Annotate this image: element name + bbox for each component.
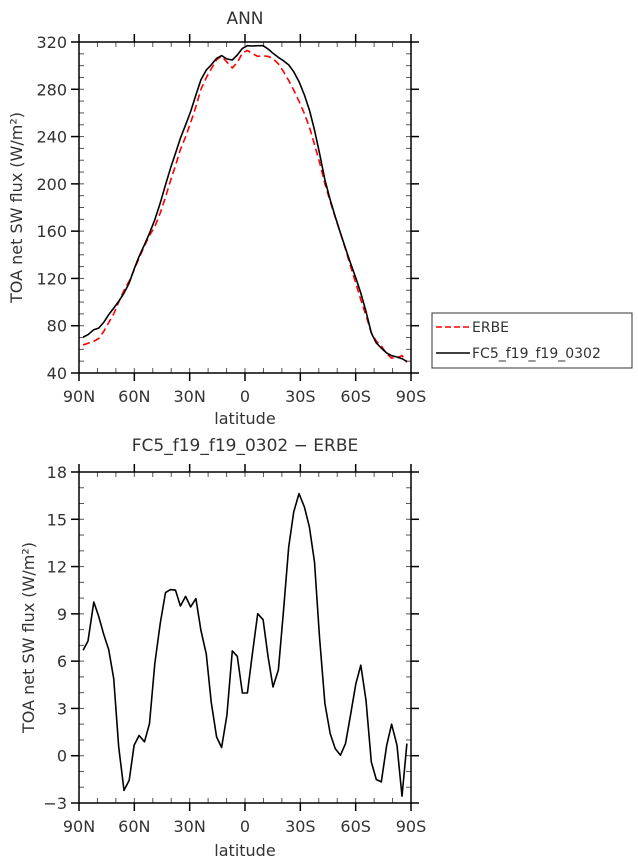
y-tick-label: 240 — [36, 128, 67, 147]
y-tick-label: 40 — [47, 364, 67, 383]
y-tick-label: 9 — [57, 605, 67, 624]
legend: ERBE FC5_f19_f19_0302 — [431, 312, 633, 369]
y-tick-label: −3 — [43, 794, 67, 813]
x-tick-label: 30S — [285, 817, 316, 836]
y-tick-label: 3 — [57, 699, 67, 718]
chart-ann: ANN latitude TOA net SW flux (W/m²) 90N 60N 3… — [7, 9, 426, 428]
series-line-model — [82, 44, 408, 363]
y-tick-label: 0 — [57, 747, 67, 766]
y-tick-label: 12 — [47, 558, 67, 577]
chart-title: FC5_f19_f19_0302 − ERBE — [132, 436, 358, 456]
x-tick-label: 90S — [396, 817, 427, 836]
legend-box — [431, 312, 633, 369]
x-tick-label: 90N — [63, 817, 95, 836]
x-axis-label: latitude — [214, 841, 275, 860]
x-tick-label: 90S — [396, 387, 427, 406]
x-tick-label: 60S — [340, 817, 371, 836]
y-axis-label: TOA net SW flux (W/m²) — [7, 112, 26, 304]
plot-frame — [78, 471, 412, 804]
chart-difference: FC5_f19_f19_0302 − ERBE latitude TOA net S… — [19, 436, 426, 860]
y-axis-label: TOA net SW flux (W/m²) — [19, 542, 38, 734]
y-tick-label: 120 — [36, 269, 67, 288]
legend-label-model: FC5_f19_f19_0302 — [472, 346, 601, 362]
y-tick-label: 160 — [36, 222, 67, 241]
x-tick-label: 0 — [240, 817, 250, 836]
y-tick-label: 200 — [36, 175, 67, 194]
plot-frame — [78, 41, 412, 374]
y-tick-label: 15 — [47, 510, 67, 529]
y-tick-label: 6 — [57, 652, 67, 671]
y-tick-label: 320 — [36, 33, 67, 52]
chart-title: ANN — [226, 9, 263, 29]
x-tick-label: 60N — [118, 817, 150, 836]
x-tick-label: 30N — [174, 817, 206, 836]
x-tick-label: 30N — [174, 387, 206, 406]
x-tick-label: 90N — [63, 387, 95, 406]
y-tick-label: 18 — [47, 463, 67, 482]
x-axis-label: latitude — [214, 409, 275, 428]
x-tick-label: 60S — [340, 387, 371, 406]
y-tick-label: 280 — [36, 80, 67, 99]
series-line-difference — [82, 492, 408, 798]
x-tick-label: 0 — [240, 387, 250, 406]
legend-label-erbe: ERBE — [472, 320, 509, 336]
series-line-erbe — [82, 49, 408, 363]
x-tick-label: 30S — [285, 387, 316, 406]
y-tick-label: 80 — [47, 317, 67, 336]
x-tick-label: 60N — [118, 387, 150, 406]
